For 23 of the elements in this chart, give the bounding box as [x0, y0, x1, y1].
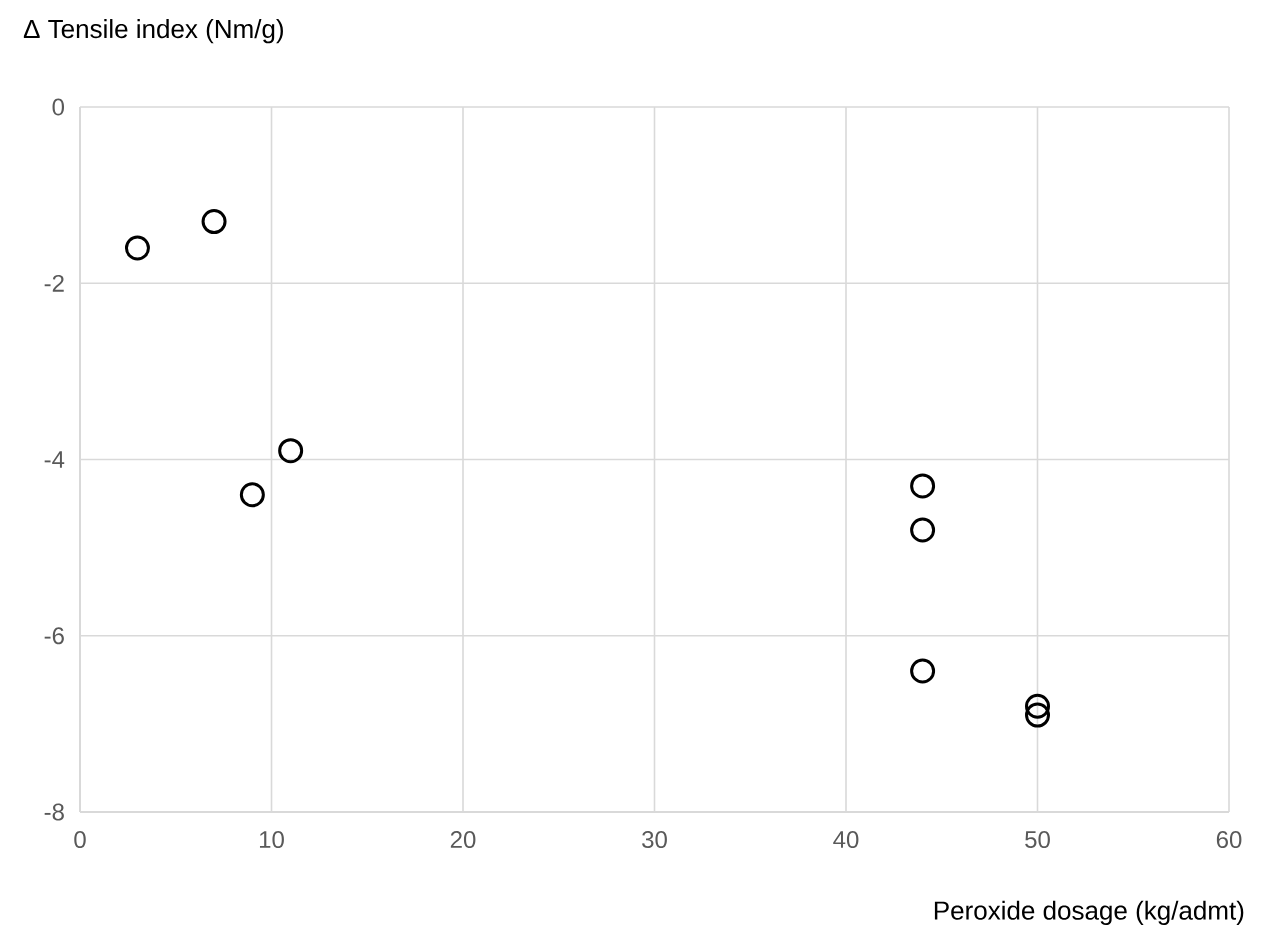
point — [239, 482, 265, 508]
y-axis-title: Δ Tensile index (Nm/g) — [23, 19, 283, 44]
point — [910, 517, 936, 543]
point — [201, 209, 227, 235]
y-tick-label: -6 — [44, 627, 64, 645]
point — [1025, 702, 1050, 728]
x-axis-title: Peroxide dosage (kg/admt) — [934, 900, 1244, 925]
x-tick-label: 0 — [74, 831, 86, 849]
x-tick-label: 10 — [259, 831, 284, 849]
x-tick-label: 50 — [1025, 831, 1050, 849]
y-tick-label: 0 — [52, 98, 65, 116]
y-tick-label: -8 — [44, 803, 64, 821]
point — [1025, 693, 1050, 719]
y-tick-label: -2 — [44, 274, 64, 292]
point — [124, 235, 150, 261]
x-tick-label: 30 — [642, 831, 667, 849]
x-tick-label: 40 — [833, 831, 859, 849]
point — [910, 658, 936, 684]
y-tick-label: -4 — [44, 451, 65, 468]
point — [278, 438, 304, 464]
x-tick-label: 60 — [1216, 831, 1242, 849]
x-tick-label: 20 — [450, 831, 476, 849]
point — [910, 473, 936, 499]
